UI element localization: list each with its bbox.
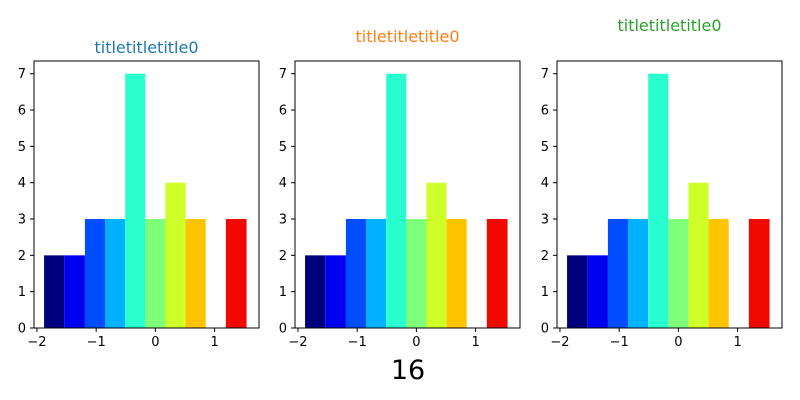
bar-2 (607, 219, 629, 328)
y-tick-label: 1 (279, 285, 287, 300)
bar-9 (748, 219, 770, 328)
bar-6 (426, 182, 447, 328)
y-tick-label: 4 (541, 176, 549, 191)
y-tick-label: 0 (18, 322, 26, 337)
bar-2 (345, 219, 367, 328)
bar-4 (125, 73, 146, 328)
axes-frame (33, 60, 260, 329)
bar-0 (305, 255, 326, 328)
subplot-0: −2 −1 0 1 0 1 2 3 4 5 6 7 titletitletitle0 (18, 38, 260, 350)
y-tick-label: 6 (18, 104, 26, 119)
bar-2 (84, 219, 106, 328)
y-tick-label: 4 (18, 176, 26, 191)
figure-xlabel: 16 (391, 355, 425, 386)
y-tick-label: 6 (541, 104, 549, 119)
y-tick-label: 2 (18, 249, 26, 264)
x-tick-label: −2 (288, 335, 307, 350)
x-tick-label: −1 (610, 335, 629, 350)
y-tick-label: 0 (279, 322, 287, 337)
bar-7 (185, 219, 206, 328)
subplot-title: titletitletitle0 (355, 27, 459, 46)
bar-4 (386, 73, 407, 328)
y-tick-label: 2 (279, 249, 287, 264)
axes-frame (294, 60, 521, 329)
y-tick-label: 5 (279, 140, 287, 155)
y-tick-label: 3 (279, 213, 287, 228)
x-tick-label: −2 (550, 335, 569, 350)
x-tick-label: 1 (733, 335, 741, 350)
y-tick-label: 7 (18, 67, 26, 82)
bar-3 (628, 219, 649, 328)
bar-3 (366, 219, 387, 328)
subplot-2: −2 −1 0 1 0 1 2 3 4 5 6 7 titletitletitle0 (541, 16, 783, 350)
subplot-title: titletitletitle0 (94, 38, 198, 57)
bar-6 (165, 182, 186, 328)
axes-frame (556, 60, 783, 329)
subplot-title: titletitletitle0 (617, 16, 721, 35)
y-tick-label: 2 (541, 249, 549, 264)
bar-1 (325, 255, 346, 328)
y-tick-label: 6 (279, 104, 287, 119)
bar-4 (648, 73, 669, 328)
y-tick-label: 3 (541, 213, 549, 228)
bar-7 (446, 219, 467, 328)
y-tick-label: 5 (18, 140, 26, 155)
bar-1 (64, 255, 85, 328)
y-tick-label: 4 (279, 176, 287, 191)
subplot-1: −2 −1 0 1 0 1 2 3 4 5 6 7 titletitletitle0 (279, 27, 521, 350)
bar-0 (567, 255, 588, 328)
bar-7 (708, 219, 729, 328)
x-tick-label: −1 (348, 335, 367, 350)
bar-1 (587, 255, 608, 328)
y-tick-label: 0 (541, 322, 549, 337)
y-tick-label: 1 (18, 285, 26, 300)
x-tick-label: 1 (210, 335, 218, 350)
bar-5 (145, 219, 166, 328)
bar-5 (668, 219, 689, 328)
bar-9 (225, 219, 247, 328)
x-tick-label: 0 (151, 335, 159, 350)
y-tick-label: 5 (541, 140, 549, 155)
bar-3 (105, 219, 126, 328)
bar-6 (688, 182, 709, 328)
x-tick-label: 1 (471, 335, 479, 350)
y-tick-label: 3 (18, 213, 26, 228)
bar-5 (406, 219, 427, 328)
x-tick-label: 0 (412, 335, 420, 350)
y-tick-label: 7 (541, 67, 549, 82)
y-tick-label: 1 (541, 285, 549, 300)
x-tick-label: 0 (674, 335, 682, 350)
x-tick-label: −1 (87, 335, 106, 350)
bar-9 (486, 219, 508, 328)
bar-0 (44, 255, 65, 328)
x-tick-label: −2 (27, 335, 46, 350)
y-tick-label: 7 (279, 67, 287, 82)
